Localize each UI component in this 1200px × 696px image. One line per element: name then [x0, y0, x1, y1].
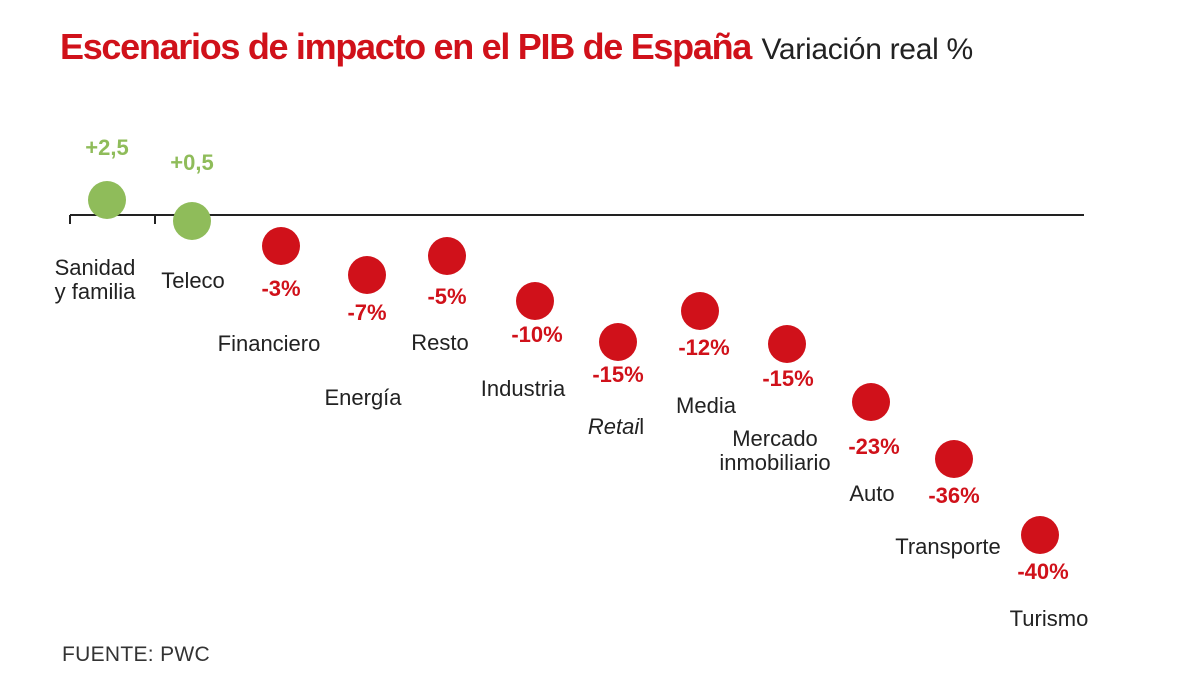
data-point [768, 325, 806, 363]
category-label: Resto [411, 330, 468, 355]
data-point [599, 323, 637, 361]
category-label: Auto [849, 481, 894, 506]
data-label: +0,5 [170, 150, 213, 175]
data-label: +2,5 [85, 135, 128, 160]
chart-header: Escenarios de impacto en el PIB de Españ… [60, 26, 973, 68]
category-label: Teleco [161, 268, 225, 293]
category-label: Transporte [895, 534, 1001, 559]
data-label: -5% [427, 284, 466, 309]
data-label: -36% [928, 483, 979, 508]
data-label: -7% [347, 300, 386, 325]
data-point [173, 202, 211, 240]
data-point [516, 282, 554, 320]
category-label: inmobiliario [719, 450, 830, 475]
data-label: -12% [678, 335, 729, 360]
data-label: -10% [511, 322, 562, 347]
data-label: -23% [848, 434, 899, 459]
category-label: y familia [55, 279, 136, 304]
category-label: Industria [481, 376, 566, 401]
category-label: Retail [588, 414, 644, 439]
data-label: -15% [592, 362, 643, 387]
data-label: -15% [762, 366, 813, 391]
data-point [348, 256, 386, 294]
chart-title: Escenarios de impacto en el PIB de Españ… [60, 26, 752, 67]
source-note: FUENTE: PWC [62, 643, 210, 666]
category-label: Energía [324, 385, 402, 410]
data-point [88, 181, 126, 219]
category-label: Turismo [1010, 606, 1089, 631]
chart-subtitle: Variación real % [761, 33, 973, 66]
data-point [1021, 516, 1059, 554]
data-label: -40% [1017, 559, 1068, 584]
data-point [935, 440, 973, 478]
category-label: Sanidad [55, 255, 136, 280]
category-label: Media [676, 393, 737, 418]
data-point [428, 237, 466, 275]
data-point [681, 292, 719, 330]
data-point [262, 227, 300, 265]
category-label: Mercado [732, 426, 818, 451]
data-point [852, 383, 890, 421]
data-label: -3% [261, 276, 300, 301]
category-label: Financiero [218, 331, 321, 356]
